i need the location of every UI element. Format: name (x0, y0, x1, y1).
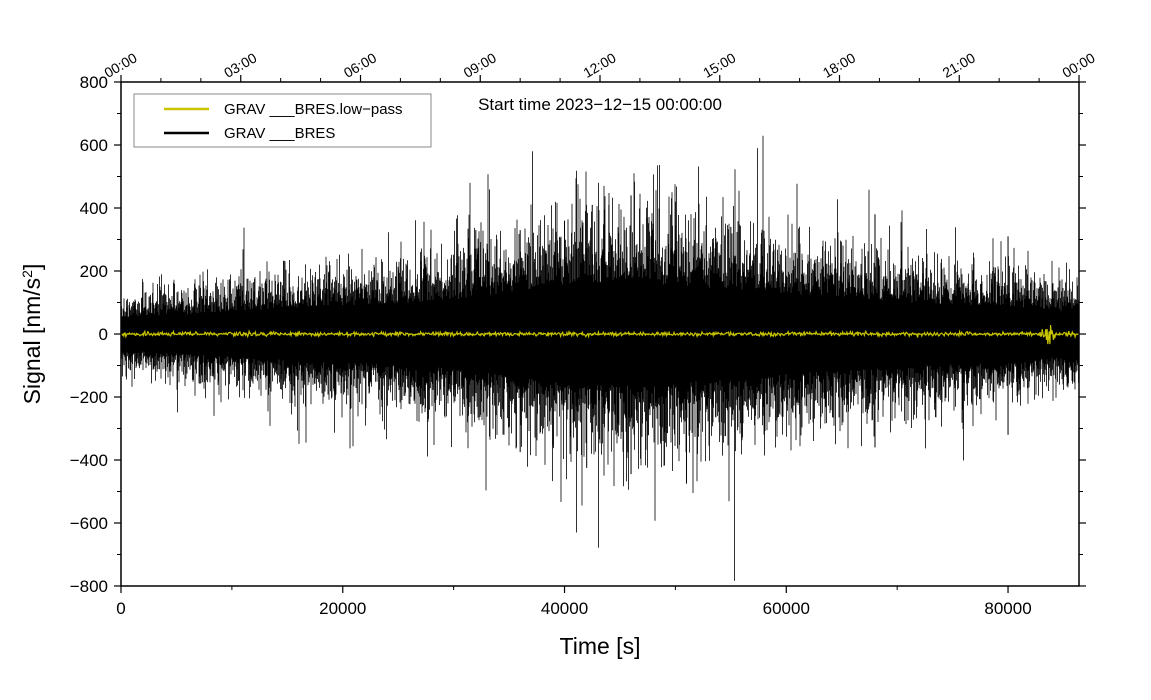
lowpass-series-layer (120, 324, 1080, 345)
x-tick-label-2: 40000 (541, 599, 588, 618)
legend-label-raw: GRAV ___BRES (224, 125, 335, 142)
signal-series-layer (120, 135, 1080, 581)
y-tick-label-2: −400 (70, 451, 108, 470)
legend: GRAV ___BRES.low−pass GRAV ___BRES (133, 93, 432, 148)
y-axis-title-main: Signal [nm/s (19, 278, 45, 405)
legend-box (133, 93, 432, 148)
y-axis-title-superscript: 2 (19, 270, 35, 278)
legend-label-lowpass: GRAV ___BRES.low−pass (224, 101, 403, 118)
raw-signal-trace (120, 135, 1080, 581)
axis-ticks (114, 75, 1086, 593)
y-tick-label-3: −200 (70, 388, 108, 407)
lowpass-trace (120, 324, 1080, 345)
x-tick-label-4: 80000 (984, 599, 1031, 618)
y-axis-title: Signal [nm/s2] (19, 264, 45, 405)
y-tick-label-4: 0 (99, 325, 108, 344)
y-tick-label-7: 600 (80, 136, 108, 155)
y-tick-label-5: 200 (80, 262, 108, 281)
y-tick-label-8: 800 (80, 73, 108, 92)
y-tick-label-1: −600 (70, 514, 108, 533)
x-tick-label-1: 20000 (319, 599, 366, 618)
y-tick-label-0: −800 (70, 577, 108, 596)
y-axis-title-close: ] (19, 264, 45, 270)
x-tick-label-3: 60000 (763, 599, 810, 618)
x-axis-title: Time [s] (560, 633, 641, 659)
y-tick-label-6: 400 (80, 199, 108, 218)
start-time-annotation: Start time 2023−12−15 00:00:00 (478, 95, 722, 114)
x-tick-label-0: 0 (116, 599, 125, 618)
